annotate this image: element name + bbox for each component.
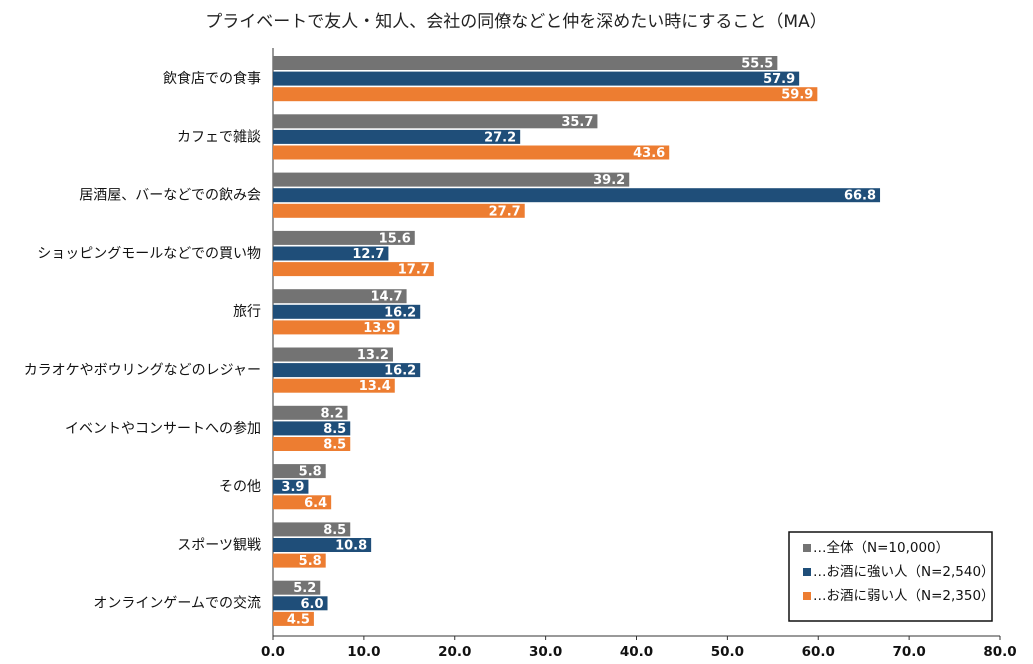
bar xyxy=(273,464,326,479)
legend-label: …全体（N=10,000） xyxy=(813,539,949,556)
bar xyxy=(273,421,351,436)
bar-value-label: 13.4 xyxy=(359,379,391,394)
bar-value-label: 4.5 xyxy=(287,612,310,627)
bar-value-label: 55.5 xyxy=(741,57,773,72)
legend-swatch xyxy=(803,592,811,600)
bar xyxy=(273,262,434,277)
bar xyxy=(273,538,372,552)
bar-value-label: 8.5 xyxy=(323,523,346,538)
category-label: カラオケやボウリングなどのレジャー xyxy=(24,363,261,379)
x-axis: 0.0 10.0 20.0 30.0 40.0 50.0 60.0 70.0 80.0 xyxy=(261,48,1017,660)
bar xyxy=(273,495,332,510)
bar xyxy=(273,479,309,494)
bar-value-label: 27.7 xyxy=(489,204,521,219)
bar xyxy=(273,596,328,611)
bar xyxy=(273,611,314,626)
category-label: ショッピングモールなどでの買い物 xyxy=(37,246,261,262)
x-tick-label: 20.0 xyxy=(438,644,471,660)
category-label: カフェで雑談 xyxy=(177,129,261,145)
bar-value-label: 5.2 xyxy=(293,581,316,596)
bar-value-label: 17.7 xyxy=(398,263,430,278)
category-label: オンラインゲームでの交流 xyxy=(93,595,261,612)
category-labels: 飲食店での食事カフェで雑談居酒屋、バーなどでの飲み会ショッピングモールなどでの買… xyxy=(24,70,261,612)
legend-label: …お酒に弱い人（N=2,350） xyxy=(813,588,995,604)
bar xyxy=(273,320,400,335)
x-tick-label: 0.0 xyxy=(261,644,285,660)
bar-value-label: 43.6 xyxy=(633,146,665,161)
x-tick-label: 40.0 xyxy=(620,644,653,660)
bar-value-label: 8.5 xyxy=(323,422,346,437)
legend-label: …お酒に強い人（N=2,540） xyxy=(813,564,995,580)
legend-box xyxy=(788,531,993,622)
bar xyxy=(273,71,800,86)
bar xyxy=(273,246,389,261)
bar-value-label: 27.2 xyxy=(484,130,516,145)
bar xyxy=(273,188,881,203)
bar xyxy=(273,203,525,218)
legend: …全体（N=10,000） …お酒に強い人（N=2,540） …お酒に弱い人（N=2… xyxy=(788,531,995,622)
bar-value-label: 39.2 xyxy=(593,173,625,188)
bar-value-label: 6.0 xyxy=(300,597,323,612)
x-tick-label: 50.0 xyxy=(711,644,744,660)
bar xyxy=(273,304,421,319)
x-tick-label: 70.0 xyxy=(892,644,925,660)
bar xyxy=(273,56,778,70)
bar xyxy=(273,129,521,144)
bar xyxy=(273,289,407,304)
bar xyxy=(273,114,598,129)
bar-value-label: 16.2 xyxy=(384,305,416,320)
category-label: イベントやコンサートへの参加 xyxy=(65,420,261,437)
bar xyxy=(273,172,630,187)
bar-value-label: 14.7 xyxy=(371,290,403,305)
bar xyxy=(273,230,415,245)
category-label: その他 xyxy=(219,479,261,495)
chart-title: プライベートで友人・知人、会社の同僚などと仲を深めたい時にすること（MA） xyxy=(205,12,826,32)
category-label: スポーツ観戦 xyxy=(177,536,261,553)
x-tick-label: 80.0 xyxy=(983,644,1016,660)
bar-value-label: 6.4 xyxy=(304,496,327,511)
bar-value-label: 13.2 xyxy=(357,348,389,363)
bar xyxy=(273,580,321,595)
bar xyxy=(273,522,351,537)
bar-value-label: 35.7 xyxy=(561,115,593,130)
category-label: 旅行 xyxy=(233,304,261,320)
bars: 55.557.959.9 35.7 27.2 43.6 39.2 66.8 27.7 15.6… xyxy=(273,56,881,627)
bar xyxy=(273,347,393,362)
bar xyxy=(273,405,348,420)
x-tick-label: 10.0 xyxy=(347,644,380,660)
bar xyxy=(273,87,818,102)
bar xyxy=(273,437,351,451)
category-label: 居酒屋、バーなどでの飲み会 xyxy=(79,188,261,204)
bar-value-label: 15.6 xyxy=(379,231,411,246)
x-tick-label: 30.0 xyxy=(529,644,562,660)
legend-swatch xyxy=(803,544,811,552)
bar xyxy=(273,363,421,378)
bar xyxy=(273,378,395,393)
bar xyxy=(273,553,326,568)
bar-value-label: 59.9 xyxy=(781,88,813,103)
bar-value-label: 10.8 xyxy=(335,539,367,554)
bar-value-label: 5.8 xyxy=(299,465,322,480)
category-label: 飲食店での食事 xyxy=(163,70,261,87)
bar-value-label: 8.5 xyxy=(323,438,346,453)
bar-value-label: 66.8 xyxy=(844,189,876,204)
bar-value-label: 3.9 xyxy=(281,480,304,495)
legend-swatch xyxy=(803,568,811,576)
bar-value-label: 13.9 xyxy=(363,321,395,336)
bar-value-label: 5.8 xyxy=(299,554,322,569)
bar-value-label: 12.7 xyxy=(352,247,384,262)
bar xyxy=(273,145,670,160)
bar-value-label: 8.2 xyxy=(320,406,343,421)
bar-value-label: 16.2 xyxy=(384,364,416,379)
x-tick-label: 60.0 xyxy=(802,644,835,660)
bar-value-label: 57.9 xyxy=(763,72,795,87)
